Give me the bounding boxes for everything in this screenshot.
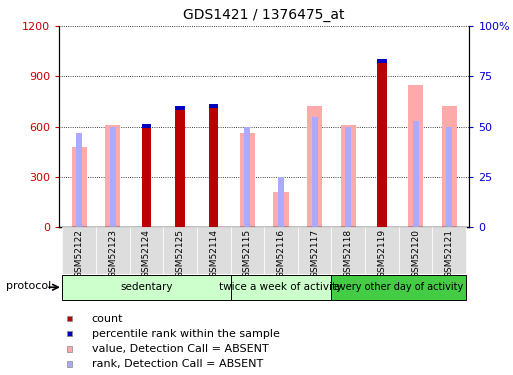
- Text: GSM52123: GSM52123: [108, 229, 117, 278]
- Title: GDS1421 / 1376475_at: GDS1421 / 1376475_at: [184, 9, 345, 22]
- Text: GSM52120: GSM52120: [411, 229, 420, 278]
- Text: GSM52125: GSM52125: [175, 229, 185, 278]
- Text: GSM52121: GSM52121: [445, 229, 453, 278]
- Bar: [264, 227, 298, 274]
- Bar: [209, 108, 219, 227]
- Bar: [67, 346, 72, 351]
- Bar: [273, 192, 289, 227]
- Text: GSM52119: GSM52119: [378, 229, 386, 278]
- Bar: [175, 110, 185, 227]
- Bar: [163, 227, 197, 274]
- Text: rank, Detection Call = ABSENT: rank, Detection Call = ABSENT: [92, 359, 263, 369]
- Bar: [72, 147, 87, 227]
- Bar: [142, 128, 151, 227]
- Bar: [244, 127, 250, 227]
- Bar: [67, 331, 72, 336]
- Bar: [67, 316, 72, 321]
- Bar: [230, 227, 264, 274]
- Bar: [63, 227, 96, 274]
- Bar: [130, 227, 163, 274]
- Bar: [175, 106, 185, 110]
- Bar: [311, 117, 318, 227]
- Bar: [63, 275, 230, 300]
- Text: sedentary: sedentary: [120, 282, 173, 292]
- Bar: [197, 227, 230, 274]
- Bar: [278, 177, 284, 227]
- Text: GSM52114: GSM52114: [209, 229, 218, 278]
- Text: GSM52118: GSM52118: [344, 229, 353, 278]
- Bar: [442, 106, 457, 227]
- Bar: [412, 120, 419, 227]
- Bar: [76, 133, 82, 227]
- Bar: [110, 127, 116, 227]
- Bar: [345, 127, 351, 227]
- Bar: [209, 104, 219, 108]
- Text: GSM52122: GSM52122: [75, 229, 84, 278]
- Bar: [341, 125, 356, 227]
- Text: percentile rank within the sample: percentile rank within the sample: [92, 329, 280, 339]
- Text: count: count: [92, 314, 123, 324]
- Bar: [96, 227, 130, 274]
- Bar: [331, 275, 466, 300]
- Bar: [67, 361, 72, 367]
- Bar: [331, 227, 365, 274]
- Bar: [105, 125, 121, 227]
- Text: GSM52117: GSM52117: [310, 229, 319, 278]
- Text: GSM52116: GSM52116: [277, 229, 286, 278]
- Text: GSM52115: GSM52115: [243, 229, 252, 278]
- Text: twice a week of activity: twice a week of activity: [220, 282, 343, 292]
- Bar: [399, 227, 432, 274]
- Text: protocol: protocol: [6, 281, 51, 291]
- Bar: [230, 275, 331, 300]
- Text: GSM52124: GSM52124: [142, 229, 151, 278]
- Bar: [408, 85, 423, 227]
- Bar: [307, 106, 322, 227]
- Bar: [298, 227, 331, 274]
- Bar: [142, 124, 151, 128]
- Bar: [365, 227, 399, 274]
- Bar: [377, 63, 387, 227]
- Bar: [240, 133, 255, 227]
- Text: every other day of activity: every other day of activity: [334, 282, 463, 292]
- Text: value, Detection Call = ABSENT: value, Detection Call = ABSENT: [92, 344, 269, 354]
- Bar: [432, 227, 466, 274]
- Bar: [446, 127, 452, 227]
- Bar: [377, 59, 387, 63]
